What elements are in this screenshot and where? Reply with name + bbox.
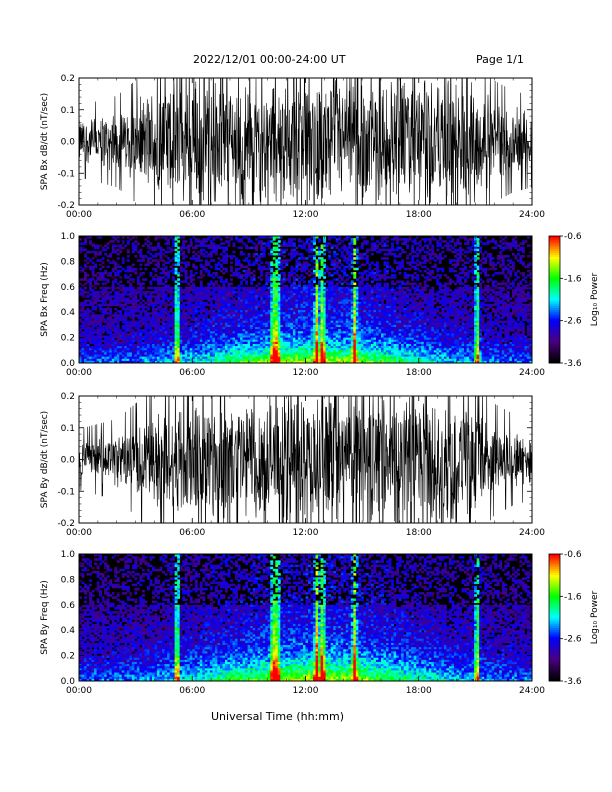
page-title: 2022/12/01 00:00-24:00 UT	[193, 53, 346, 66]
x-tick-label: 24:00	[519, 368, 545, 378]
data-trace	[79, 396, 532, 523]
y-tick-label: -0.1	[57, 169, 75, 179]
plot-frame	[78, 77, 533, 206]
y-tick-label: 0.8	[61, 257, 76, 267]
by-dbdt-panel: 0.2 0.1 0.0 -0.1 -0.200:00 06:00 12:00 18:00 24:…	[40, 392, 545, 538]
spectrogram-cells	[79, 236, 533, 364]
x-tick-label: 12:00	[293, 210, 319, 220]
colorbar	[549, 554, 560, 682]
x-tick-label: 00:00	[66, 686, 92, 696]
y-tick-label: 0.4	[61, 308, 76, 318]
y-tick-label: 0.8	[61, 575, 76, 585]
colorbar-tick-label: -1.6	[564, 274, 582, 284]
x-tick-label: 12:00	[293, 686, 319, 696]
x-tick-label: 06:00	[179, 210, 205, 220]
by-spectrogram-panel: 1.0 0.8 0.6 0.4 0.2 0.000:00 06:00 12:00 18:00 24…	[40, 550, 600, 696]
spectrogram-cells	[79, 554, 533, 682]
colorbar-frame	[548, 235, 561, 364]
y-tick-label: -0.1	[57, 487, 75, 497]
x-axis-title: Universal Time (hh:mm)	[211, 710, 344, 723]
y-tick-label: 0.2	[61, 392, 75, 402]
colorbar	[549, 236, 560, 364]
y-tick-label: 1.0	[61, 232, 76, 242]
plot-frame	[78, 553, 533, 682]
colorbar-label: Log₁₀ Power	[590, 591, 600, 645]
x-tick-label: 18:00	[406, 210, 432, 220]
x-tick-label: 12:00	[293, 368, 319, 378]
y-tick-label: 0.0	[61, 677, 76, 687]
plot-frame	[78, 235, 533, 364]
x-tick-label: 24:00	[519, 528, 545, 538]
x-tick-label: 06:00	[179, 686, 205, 696]
y-axis-label: SPA By dB/dt (nT/sec)	[40, 411, 50, 508]
colorbar-tick-label: -2.6	[564, 317, 582, 327]
x-tick-label: 18:00	[406, 528, 432, 538]
colorbar-tick-label: -3.6	[564, 359, 582, 369]
y-tick-label: 0.0	[61, 138, 76, 148]
y-tick-label: 0.0	[61, 359, 76, 369]
x-tick-label: 06:00	[179, 368, 205, 378]
colorbar-tick-label: -1.6	[564, 592, 582, 602]
y-tick-label: 0.6	[61, 601, 76, 611]
plot-frame	[78, 395, 533, 524]
y-tick-label: 0.0	[61, 456, 76, 466]
colorbar-tick-label: -0.6	[564, 550, 582, 560]
bx-spectrogram-panel: 1.0 0.8 0.6 0.4 0.2 0.000:00 06:00 12:00 18:00 24…	[40, 232, 600, 378]
x-tick-label: 24:00	[519, 686, 545, 696]
x-tick-label: 00:00	[66, 528, 92, 538]
y-tick-label: 0.1	[61, 424, 75, 434]
y-tick-label: 0.2	[61, 334, 75, 344]
x-tick-label: 18:00	[406, 368, 432, 378]
y-tick-label: -0.2	[57, 201, 75, 211]
bx-dbdt-panel: 0.2 0.1 0.0 -0.1 -0.200:00 06:00 12:00 18:00 24:…	[40, 74, 545, 220]
x-tick-label: 00:00	[66, 368, 92, 378]
y-tick-label: 0.1	[61, 106, 75, 116]
y-axis-label: SPA Bx Freq (Hz)	[40, 262, 50, 337]
y-tick-label: 0.4	[61, 626, 76, 636]
y-tick-label: 1.0	[61, 550, 76, 560]
x-tick-label: 18:00	[406, 686, 432, 696]
colorbar-label: Log₁₀ Power	[590, 273, 600, 327]
y-tick-label: 0.2	[61, 652, 75, 662]
colorbar-frame	[548, 553, 561, 682]
colorbar-tick-label: -0.6	[564, 232, 582, 242]
colorbar-tick-label: -2.6	[564, 635, 582, 645]
y-tick-label: 0.2	[61, 74, 75, 84]
x-tick-label: 12:00	[293, 528, 319, 538]
y-tick-label: 0.6	[61, 283, 76, 293]
x-tick-label: 24:00	[519, 210, 545, 220]
y-axis-label: SPA Bx dB/dt (nT/sec)	[40, 93, 50, 190]
x-tick-label: 06:00	[179, 528, 205, 538]
colorbar-tick-label: -3.6	[564, 677, 582, 687]
y-axis-label: SPA By Freq (Hz)	[40, 580, 50, 655]
y-tick-label: -0.2	[57, 519, 75, 529]
x-tick-label: 00:00	[66, 210, 92, 220]
page-number: Page 1/1	[476, 53, 524, 66]
